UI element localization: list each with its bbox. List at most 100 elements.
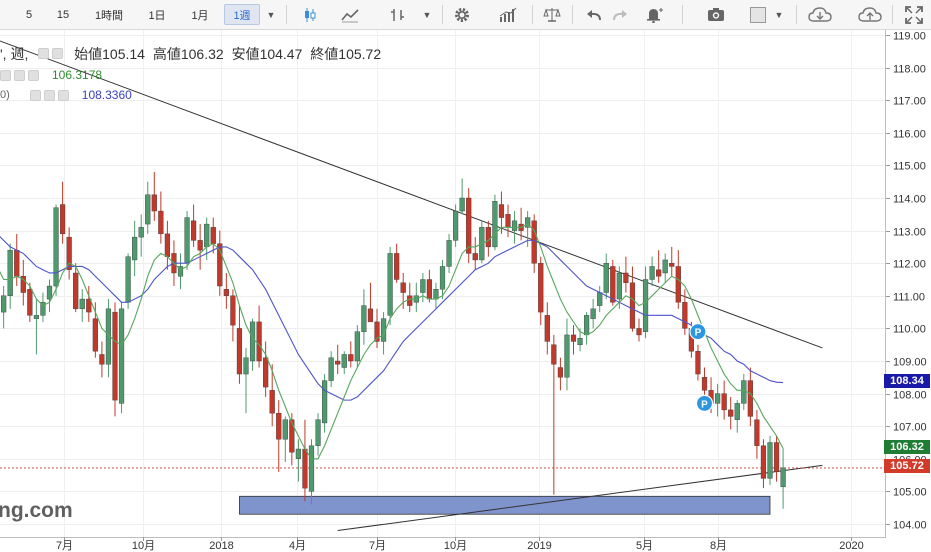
- candle-body: [27, 289, 33, 316]
- candlestick-icon[interactable]: [298, 3, 322, 26]
- event-marker-label: P: [701, 399, 708, 410]
- event-markers[interactable]: PP: [689, 323, 714, 412]
- eye-icon[interactable]: [0, 69, 11, 81]
- time-axis[interactable]: 7月 10月 2018 4月 7月 10月 2019 5月 8月 2020: [56, 537, 864, 552]
- close-icon[interactable]: [28, 69, 39, 81]
- candle-body: [590, 308, 596, 319]
- high-value: 106.32: [180, 46, 224, 62]
- cloud-download-icon[interactable]: [806, 3, 834, 26]
- color-swatch-icon[interactable]: [746, 3, 770, 26]
- candle-body: [701, 377, 708, 391]
- eye-icon[interactable]: [38, 48, 50, 59]
- candle-body: [354, 331, 360, 362]
- candle-body: [204, 223, 210, 248]
- candle-body: [446, 240, 452, 267]
- candle-body: [145, 194, 151, 225]
- candle-body: [66, 236, 72, 270]
- candle-body: [302, 448, 308, 489]
- event-marker[interactable]: [689, 323, 707, 341]
- candle-body: [433, 289, 439, 300]
- candle-body: [760, 445, 767, 479]
- bar-ohlc-icon[interactable]: [386, 3, 410, 26]
- price-tick-label: 116.00: [893, 129, 926, 141]
- toolbar-separator: [286, 5, 287, 24]
- candle-body: [230, 295, 236, 326]
- toolbar-separator: [796, 5, 797, 24]
- candle-body: [118, 308, 125, 404]
- candle-body: [46, 285, 53, 300]
- toolbar-separator: [442, 5, 443, 24]
- compare-scale-icon[interactable]: [540, 3, 564, 26]
- close-icon[interactable]: [57, 89, 69, 101]
- low-label: 安値: [231, 46, 260, 62]
- candle-body: [747, 380, 753, 417]
- candle-body: [531, 220, 537, 264]
- trendline-resistance[interactable]: [0, 35, 823, 349]
- candle-body: [426, 279, 433, 300]
- high-price-tag: 106.32: [884, 440, 930, 454]
- candle-body: [544, 315, 550, 342]
- alert-bell-icon[interactable]: [642, 3, 666, 26]
- cloud-upload-icon[interactable]: [856, 3, 884, 26]
- candle-body: [112, 311, 118, 401]
- interval-15min-button[interactable]: 15: [56, 8, 70, 21]
- candle-body: [249, 321, 256, 362]
- settings-icon[interactable]: [52, 48, 64, 59]
- eye-icon[interactable]: [29, 89, 41, 101]
- candle-body: [400, 282, 406, 293]
- trendline-support[interactable]: [337, 464, 823, 532]
- candle-body: [564, 334, 570, 378]
- interval-5min-button[interactable]: 5: [25, 8, 33, 21]
- redo-icon[interactable]: [608, 3, 632, 26]
- candle-body: [741, 380, 747, 404]
- interval-dropdown-icon[interactable]: ▼: [266, 9, 276, 20]
- time-tick-label: 7月: [369, 540, 386, 552]
- chart-toolbar: 5 15 1時間 1日 1月 1週 ▼ ▼ ▼: [0, 0, 931, 30]
- line-chart-icon[interactable]: [338, 3, 362, 26]
- candle-body: [86, 298, 92, 313]
- chart-type-dropdown-icon[interactable]: ▼: [422, 9, 432, 20]
- candle-body: [99, 354, 105, 365]
- price-tick-label: 117.00: [893, 96, 926, 108]
- fullscreen-icon[interactable]: [902, 3, 926, 26]
- indicators-icon[interactable]: [496, 3, 520, 26]
- interval-1day-button[interactable]: 1日: [148, 9, 166, 22]
- settings-icon[interactable]: [43, 89, 55, 101]
- high-label: 高値: [152, 46, 181, 62]
- toolbar-separator: [682, 5, 683, 24]
- price-axis[interactable]: 104.00105.00106.00107.00108.00109.00110.…: [886, 31, 927, 532]
- ma-slow-legend: 0) 108.3360: [0, 88, 132, 102]
- color-dropdown-icon[interactable]: ▼: [774, 9, 784, 20]
- candle-body: [53, 207, 59, 287]
- candle-body: [597, 292, 603, 306]
- ohlc-legend: ', 週, 始値105.14 高値106.32 安値104.47 終値105.7…: [0, 44, 381, 64]
- candle-body: [453, 210, 459, 241]
- candle-body: [485, 227, 491, 248]
- candle-body: [538, 262, 544, 313]
- candle-body: [184, 217, 190, 264]
- time-tick-label: 4月: [289, 540, 306, 552]
- camera-icon[interactable]: [704, 3, 728, 26]
- interval-1week-button[interactable]: 1週: [224, 4, 260, 25]
- price-tick-label: 112.00: [893, 259, 926, 271]
- interval-1hour-button[interactable]: 1時間: [94, 9, 124, 22]
- candle-body: [7, 249, 13, 297]
- candle-body: [223, 289, 229, 296]
- candle-body: [295, 448, 302, 459]
- undo-icon[interactable]: [582, 3, 606, 26]
- candle-body: [682, 302, 688, 329]
- candle-body: [177, 266, 184, 277]
- price-tick-label: 111.00: [893, 292, 925, 304]
- event-marker[interactable]: [695, 394, 714, 412]
- price-chart[interactable]: PP 104.00105.00106.00107.00108.00109.001…: [0, 30, 931, 552]
- settings-icon[interactable]: [14, 69, 25, 81]
- candle-body: [276, 412, 282, 440]
- candle-body: [505, 214, 511, 228]
- ma-fast-value: 106.3178: [52, 68, 103, 82]
- close-label: 終値: [310, 46, 339, 62]
- interval-1month-button[interactable]: 1月: [191, 9, 209, 22]
- candle-body: [498, 204, 505, 218]
- time-tick-label: 2019: [527, 540, 551, 552]
- symbol-name: ', 週,: [0, 46, 29, 62]
- gear-icon[interactable]: [450, 3, 474, 26]
